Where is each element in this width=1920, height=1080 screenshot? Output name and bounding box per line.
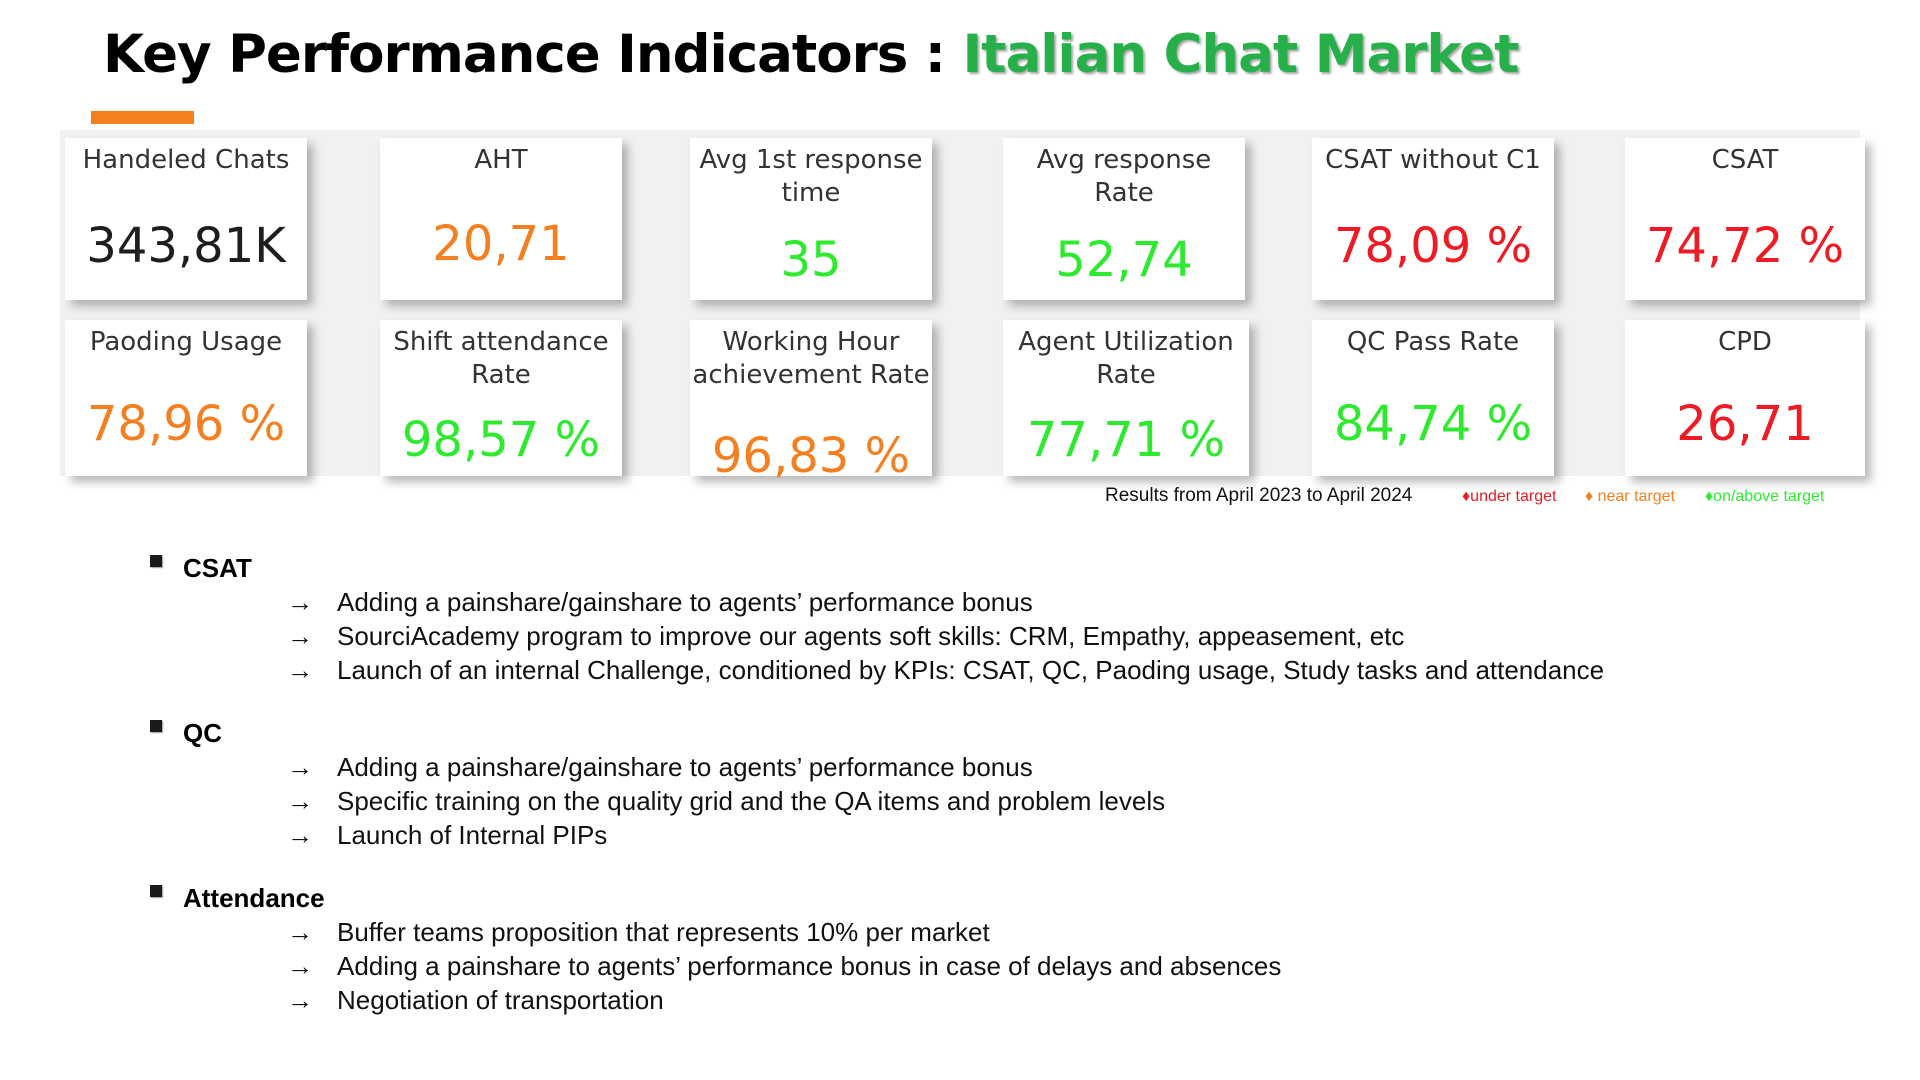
legend-under-target: ♦under target [1462, 488, 1557, 505]
arrow-right-icon: → [287, 621, 313, 651]
kpi-value: 343,81K [86, 218, 286, 274]
list-item-text: Adding a painshare/gainshare to agents’ … [337, 587, 1033, 617]
list-item-text: Launch of Internal PIPs [337, 820, 608, 850]
list-item: → Buffer teams proposition that represent… [287, 917, 990, 948]
kpi-label: Paoding Usage [89, 327, 283, 357]
kpi-card-aht: AHT 20,71 [380, 138, 622, 300]
kpi-label: Shift attendance Rate [393, 327, 609, 390]
kpi-label: CPD [1718, 327, 1772, 357]
list-item: → Adding a painshare to agents’ performan… [287, 951, 1281, 982]
list-item-text: Launch of an internal Challenge, conditi… [337, 655, 1605, 685]
kpi-value: 98,57 % [401, 412, 601, 468]
list-item-text: Adding a painshare/gainshare to agents’ … [337, 752, 1033, 782]
page-title: Key Performance Indicators : Italian Cha… [103, 24, 1519, 85]
list-item: → Adding a painshare/gainshare to agents’… [287, 752, 1033, 783]
kpi-label: Avg 1st response time [699, 145, 923, 208]
kpi-value: 78,96 % [86, 396, 286, 452]
kpi-card-avg-response-rate: Avg response Rate 52,74 [1003, 138, 1245, 300]
list-item: → Adding a painshare/gainshare to agents’… [287, 587, 1033, 618]
square-bullet-icon [150, 720, 162, 732]
arrow-right-icon: → [287, 655, 313, 685]
kpi-value: 84,74 % [1333, 396, 1533, 452]
section-title: QC [183, 718, 222, 748]
arrow-right-icon: → [287, 786, 313, 816]
kpi-label: Working Hour achievement Rate [692, 327, 930, 390]
legend-near-target: ♦ near target [1585, 488, 1675, 505]
list-item-text: SourciAcademy program to improve our age… [337, 621, 1405, 651]
kpi-card-qc-pass-rate: QC Pass Rate 84,74 % [1312, 320, 1554, 476]
kpi-value: 52,74 [1055, 232, 1193, 288]
kpi-label: CSAT [1711, 145, 1779, 175]
kpi-value: 78,09 % [1333, 218, 1533, 274]
list-item-text: Specific training on the quality grid an… [337, 786, 1166, 816]
kpi-label: QC Pass Rate [1346, 327, 1520, 357]
arrow-right-icon: → [287, 917, 313, 947]
section-title: CSAT [183, 553, 252, 583]
kpi-card-handeled-chats: Handeled Chats 343,81K [65, 138, 307, 300]
kpi-value: 74,72 % [1645, 218, 1845, 274]
list-item: → Launch of an internal Challenge, condit… [287, 655, 1604, 686]
kpi-card-avg-1st-response-time: Avg 1st response time 35 [690, 138, 932, 300]
kpi-card-csat: CSAT 74,72 % [1625, 138, 1865, 300]
kpi-value: 77,71 % [1026, 412, 1226, 468]
kpi-label: Avg response Rate [1036, 145, 1212, 208]
kpi-value: 20,71 [432, 216, 570, 272]
kpi-card-paoding-usage: Paoding Usage 78,96 % [65, 320, 307, 476]
list-item: → Negotiation of transportation [287, 985, 664, 1016]
arrow-right-icon: → [287, 820, 313, 850]
kpi-value: 26,71 [1676, 396, 1814, 452]
list-item-text: Adding a painshare to agents’ performanc… [337, 951, 1282, 981]
legend-on-above-target: ♦on/above target [1705, 488, 1825, 505]
title-accent: Italian Chat Market [962, 24, 1519, 85]
square-bullet-icon [150, 885, 162, 897]
arrow-right-icon: → [287, 951, 313, 981]
kpi-label: Handeled Chats [82, 145, 290, 175]
square-bullet-icon [150, 555, 162, 567]
title-main: Key Performance Indicators : [103, 24, 963, 85]
kpi-card-agent-utilization-rate: Agent Utilization Rate 77,71 % [1003, 320, 1249, 476]
kpi-value: 96,83 % [711, 428, 911, 484]
kpi-label: AHT [474, 145, 528, 175]
kpi-card-csat-without-c1: CSAT without C1 78,09 % [1312, 138, 1554, 300]
kpi-label: CSAT without C1 [1325, 145, 1541, 175]
arrow-right-icon: → [287, 587, 313, 617]
results-period-note: Results from April 2023 to April 2024 [1105, 485, 1413, 506]
kpi-card-working-hour-achievement-rate: Working Hour achievement Rate 96,83 % [690, 320, 932, 484]
kpi-panel: Handeled Chats 343,81K AHT 20,71 Avg 1st… [60, 130, 1865, 484]
kpi-value: 35 [780, 232, 842, 288]
list-item: → Launch of Internal PIPs [287, 820, 607, 851]
arrow-right-icon: → [287, 985, 313, 1015]
list-item-text: Buffer teams proposition that represents… [337, 917, 990, 947]
title-underline-bar [91, 111, 194, 124]
arrow-right-icon: → [287, 752, 313, 782]
kpi-card-cpd: CPD 26,71 [1625, 320, 1865, 476]
section-title: Attendance [183, 883, 325, 913]
list-item: → Specific training on the quality grid a… [287, 786, 1165, 817]
kpi-card-shift-attendance-rate: Shift attendance Rate 98,57 % [380, 320, 622, 476]
list-item-text: Negotiation of transportation [337, 985, 664, 1015]
kpi-label: Agent Utilization Rate [1018, 327, 1234, 390]
list-item: → SourciAcademy program to improve our ag… [287, 621, 1404, 652]
